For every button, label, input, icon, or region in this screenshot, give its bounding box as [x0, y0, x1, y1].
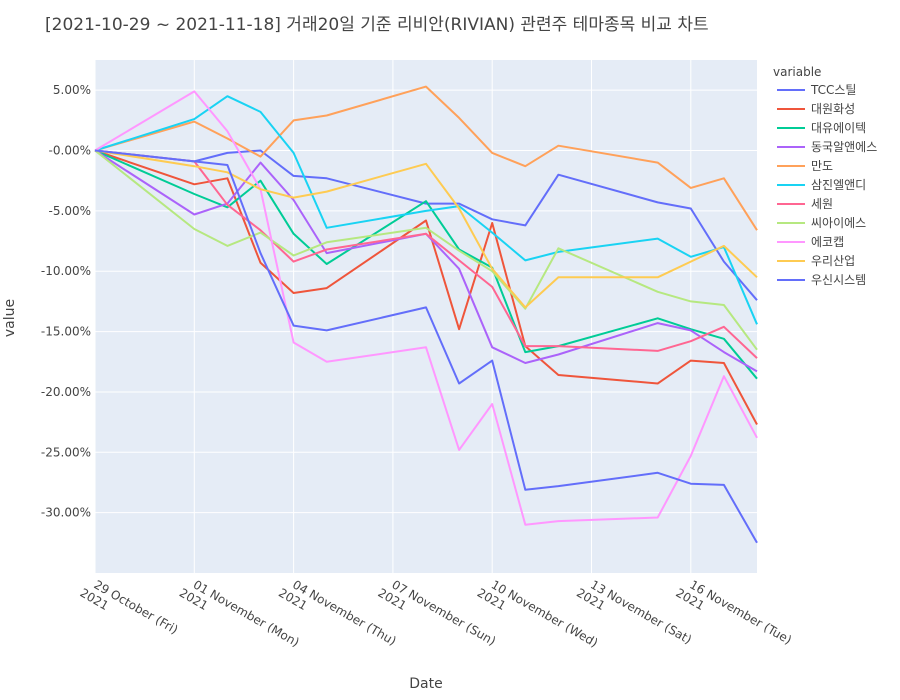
- legend-label: 우리산업: [811, 254, 855, 268]
- legend-label: TCC스틸: [810, 83, 856, 97]
- legend-label: 대원화성: [811, 102, 855, 116]
- x-tick-label: 07 November (Sun)2021: [375, 577, 498, 648]
- series-line-7[interactable]: [94, 149, 758, 359]
- legend-item[interactable]: 세원: [777, 197, 833, 211]
- y-tick-label: -20.00%: [41, 385, 91, 399]
- x-axis-ticks: 29 October (Fri)2021 01 November (Mon)202…: [78, 577, 794, 650]
- x-tick-label: 29 October (Fri)2021: [78, 577, 181, 636]
- series-lines: [94, 85, 758, 544]
- legend-item[interactable]: 에코캡: [777, 235, 844, 249]
- series-line-4[interactable]: [94, 149, 758, 373]
- legend-label: 삼진엘앤디: [811, 178, 866, 192]
- y-tick-label: -15.00%: [41, 325, 91, 339]
- series-line-6[interactable]: [94, 95, 758, 325]
- series-line-9[interactable]: [94, 90, 758, 526]
- legend-label: 동국알앤에스: [811, 140, 877, 154]
- legend-item[interactable]: 대원화성: [777, 102, 855, 116]
- legend-item[interactable]: 만도: [777, 159, 833, 173]
- legend-label: 씨아이에스: [811, 216, 866, 230]
- series-line-10[interactable]: [94, 149, 758, 309]
- series-line-5[interactable]: [94, 85, 758, 231]
- legend-item[interactable]: 우신시스템: [777, 273, 866, 287]
- y-axis-title: value: [2, 299, 18, 337]
- legend-label: 에코캡: [811, 235, 844, 249]
- x-tick-label-line1: 16 November (Tue): [687, 577, 794, 647]
- y-tick-label: -0.00%: [49, 144, 91, 158]
- series-line-11[interactable]: [94, 149, 758, 544]
- legend-item[interactable]: TCC스틸: [777, 83, 856, 97]
- y-tick-label: -10.00%: [41, 264, 91, 278]
- legend: variable TCC스틸대원화성대유에이텍동국알앤에스만도삼진엘앤디세원씨아…: [773, 65, 877, 287]
- y-tick-label: 5.00%: [53, 83, 91, 97]
- x-tick-label: 16 November (Tue)2021: [673, 577, 794, 647]
- series-line-8[interactable]: [94, 149, 758, 351]
- series-line-2[interactable]: [94, 149, 758, 425]
- chart-title: [2021-10-29 ~ 2021-11-18] 거래20일 기준 리비안(R…: [45, 15, 709, 35]
- legend-title: variable: [773, 65, 821, 79]
- legend-item[interactable]: 동국알앤에스: [777, 140, 877, 154]
- plot-background: [95, 60, 757, 573]
- y-tick-label: -30.00%: [41, 506, 91, 520]
- legend-label: 대유에이텍: [811, 121, 866, 135]
- y-axis-ticks: 5.00% -0.00% -5.00% -10.00% -15.00% -20.00% -2…: [41, 83, 91, 519]
- legend-item[interactable]: 대유에이텍: [777, 121, 866, 135]
- legend-label: 만도: [811, 159, 833, 173]
- legend-item[interactable]: 삼진엘앤디: [777, 178, 866, 192]
- legend-label: 우신시스템: [811, 273, 866, 287]
- y-tick-label: -5.00%: [49, 204, 91, 218]
- legend-item[interactable]: 씨아이에스: [777, 216, 866, 230]
- x-axis-title: Date: [409, 676, 442, 692]
- legend-label: 세원: [811, 197, 833, 211]
- legend-item[interactable]: 우리산업: [777, 254, 855, 268]
- y-tick-label: -25.00%: [41, 445, 91, 459]
